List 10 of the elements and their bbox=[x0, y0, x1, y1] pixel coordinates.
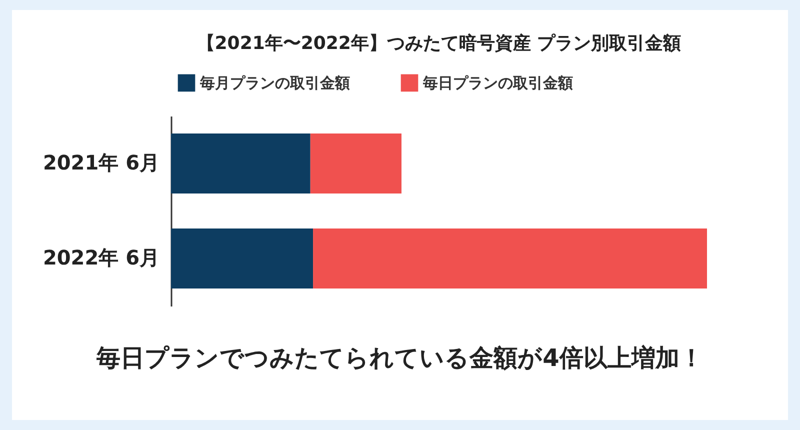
legend-label: 毎月プランの取引金額 bbox=[199, 74, 350, 92]
legend-label: 毎日プランの取引金額 bbox=[422, 74, 573, 92]
bar bbox=[171, 134, 310, 194]
bar bbox=[313, 228, 707, 288]
chart-title: 【2021年〜2022年】つみたて暗号資産 プラン別取引金額 bbox=[196, 33, 682, 54]
y-tick-label: 2021年 6月 bbox=[42, 150, 160, 174]
y-tick-label: 2022年 6月 bbox=[42, 246, 160, 270]
bar bbox=[310, 134, 402, 194]
bar bbox=[171, 228, 314, 288]
text: 毎日プランでつみたてられている金額が4倍以上増加！ bbox=[96, 343, 704, 374]
